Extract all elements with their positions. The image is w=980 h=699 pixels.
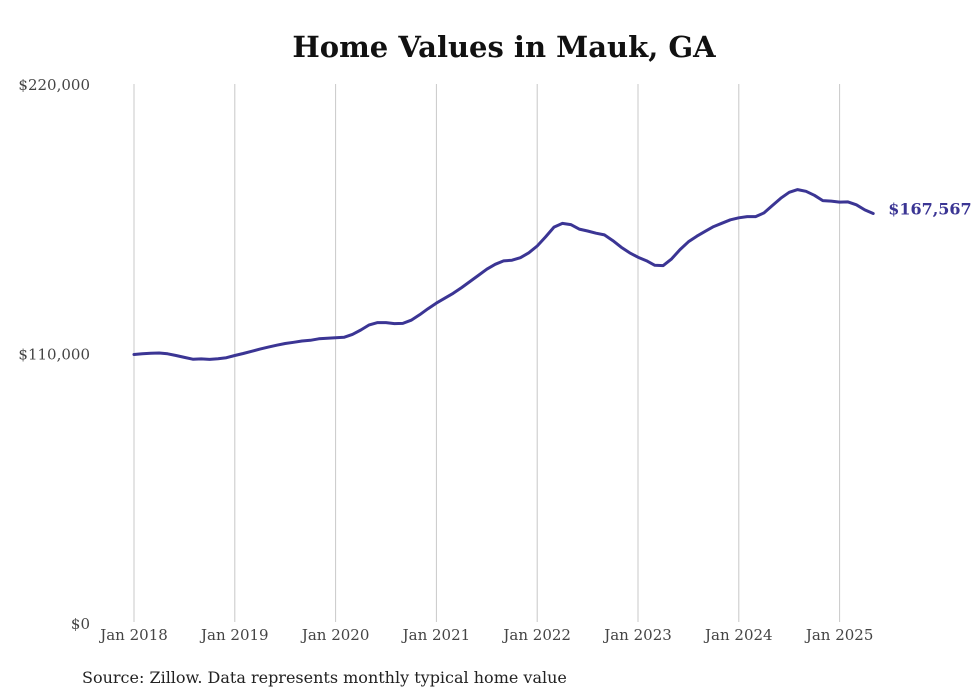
chart-title: Home Values in Mauk, GA — [292, 30, 716, 64]
series-line — [132, 188, 875, 361]
end-value-label: $167,567 — [888, 199, 972, 218]
y-axis-ticks: $0 $110,000 $220,000 — [18, 76, 90, 633]
x-tick-label: Jan 2022 — [501, 626, 571, 644]
x-tick-label: Jan 2021 — [401, 626, 471, 644]
x-tick-label: Jan 2020 — [300, 626, 370, 644]
x-tick-label: Jan 2018 — [98, 626, 168, 644]
x-tick-label: Jan 2024 — [703, 626, 773, 644]
x-tick-label: Jan 2023 — [602, 626, 672, 644]
x-tick-label: Jan 2025 — [804, 626, 874, 644]
x-tick-label: Jan 2019 — [199, 626, 269, 644]
y-tick-label: $220,000 — [18, 76, 90, 94]
line-chart: $0$110,000$220,000 Jan 2018 Jan 2019 Jan 2… — [18, 76, 972, 644]
grid-lines — [133, 84, 841, 622]
source-note: Source: Zillow. Data represents monthly … — [82, 668, 567, 687]
x-axis-ticks: Jan 2018 Jan 2019 Jan 2020 Jan 2021 Jan 2022… — [98, 626, 873, 644]
y-tick-label: $0 — [71, 615, 90, 633]
y-tick-label: $110,000 — [18, 346, 90, 364]
